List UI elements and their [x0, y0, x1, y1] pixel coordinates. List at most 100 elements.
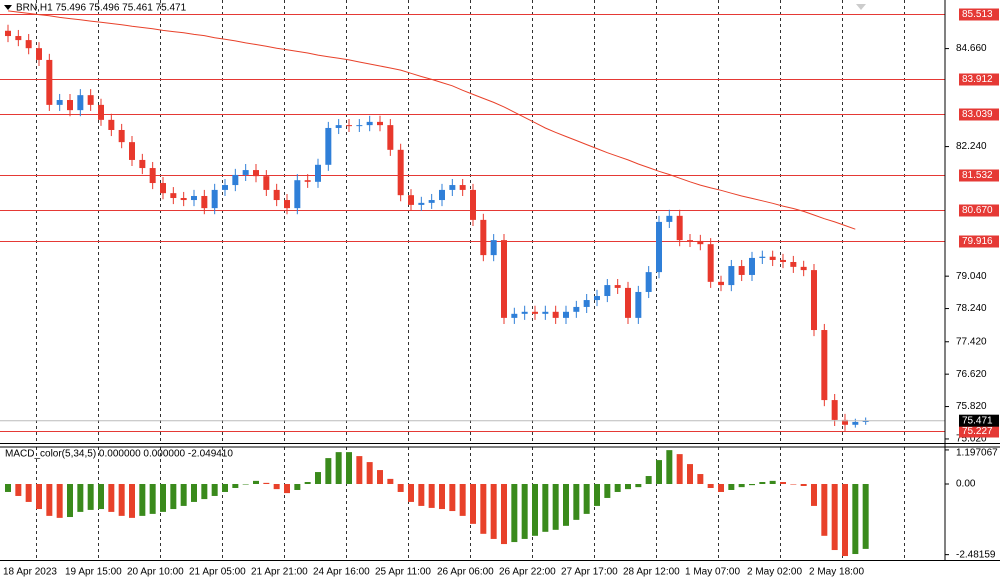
candle-body	[5, 30, 11, 37]
candle-body	[180, 198, 187, 201]
candle-body	[160, 183, 166, 194]
candle-body	[46, 59, 53, 105]
x-tick-label: 26 Apr 22:00	[499, 567, 556, 578]
macd-bar	[831, 484, 838, 551]
candle-body	[129, 142, 135, 160]
y-tick-label: 1.197067	[956, 448, 998, 459]
x-tick-label: 1 May 07:00	[685, 567, 740, 578]
macd-bar	[687, 464, 693, 485]
candle-body	[769, 256, 776, 260]
x-tick-label: 21 Apr 21:00	[251, 567, 308, 578]
macd-bar	[862, 484, 869, 549]
candle-body	[697, 240, 704, 245]
macd-bar	[294, 484, 301, 490]
macd-bar	[46, 484, 53, 516]
macd-bar	[583, 484, 590, 514]
macd-bar	[511, 484, 518, 543]
candle-body	[862, 420, 869, 422]
macd-bar	[780, 482, 786, 485]
macd-bar	[594, 484, 600, 506]
candle-body	[470, 189, 476, 220]
macd-bar	[718, 484, 724, 492]
level-label: 83.039	[962, 109, 993, 120]
candle-body	[346, 125, 352, 127]
candle-body	[583, 300, 590, 307]
candle-body	[366, 121, 373, 126]
candle-body	[852, 421, 859, 425]
macd-bar	[366, 462, 373, 485]
candle-body	[552, 311, 559, 318]
candle-body	[490, 240, 497, 256]
candle-body	[645, 272, 652, 292]
macd-bar	[604, 484, 611, 498]
candle-body	[449, 185, 456, 190]
macd-bar	[222, 484, 228, 492]
moving-average	[7, 10, 856, 230]
candle-body	[728, 266, 735, 286]
macd-bar	[25, 484, 32, 502]
macd-bar	[191, 484, 197, 502]
indicator-title: MACD_color(5,34,5) 0.000000 0.000000 -2.…	[5, 449, 233, 460]
level-label: 81.532	[962, 170, 993, 181]
candle-body	[253, 170, 259, 177]
macd-bar	[5, 484, 11, 492]
macd-bar	[118, 484, 125, 516]
candle-body	[56, 100, 63, 105]
candle-body	[139, 159, 146, 169]
macd-bar	[304, 482, 311, 485]
x-tick-label: 26 Apr 06:00	[437, 567, 494, 578]
candle-body	[821, 330, 828, 401]
candle-body	[614, 285, 621, 288]
candle-body	[15, 36, 22, 41]
macd-bar	[428, 484, 435, 508]
candle-body	[573, 306, 580, 312]
candle-body	[666, 215, 673, 222]
candle-body	[759, 256, 766, 258]
candle-body	[201, 195, 208, 209]
macd-bar	[449, 484, 456, 512]
macd-bar	[625, 484, 631, 490]
y-tick-label: 78.240	[956, 303, 987, 314]
y-tick-label: 84.660	[956, 43, 987, 54]
macd-bar	[614, 484, 621, 492]
macd-bar	[645, 476, 652, 485]
macd-bar	[242, 484, 249, 485]
x-tick-label: 24 Apr 16:00	[313, 567, 370, 578]
candle-body	[718, 281, 724, 286]
macd-bar	[211, 484, 218, 496]
macd-bar	[284, 484, 290, 494]
macd-bar	[480, 484, 487, 534]
macd-bar	[232, 484, 239, 488]
candle-body	[263, 176, 270, 190]
level-label-bg	[959, 108, 999, 121]
level-label-bg	[959, 235, 999, 248]
macd-bar	[501, 484, 507, 545]
candle-body	[521, 311, 528, 314]
candle-body	[315, 164, 321, 182]
macd-bar	[180, 484, 187, 506]
y-tick-label: 82.240	[956, 141, 987, 152]
macd-bar	[666, 450, 673, 485]
macd-bar	[852, 484, 859, 555]
macd-bar	[170, 484, 177, 510]
macd-bar	[573, 484, 580, 520]
candle-body	[222, 185, 228, 190]
candle-body	[211, 189, 218, 209]
candle-body	[325, 127, 332, 165]
candle-body	[749, 257, 755, 275]
candle-body	[635, 291, 642, 318]
macd-bar	[325, 458, 332, 485]
macd-bar	[67, 484, 73, 518]
candle-body	[563, 311, 569, 318]
candle-body	[511, 313, 518, 318]
macd-bar	[15, 484, 22, 496]
candle-body	[408, 195, 414, 205]
macd-bar	[459, 484, 466, 516]
candle-body	[707, 244, 714, 282]
macd-bar	[315, 472, 321, 485]
candle-body	[501, 240, 507, 318]
candle-body	[36, 48, 42, 60]
macd-bar	[36, 484, 42, 510]
macd-bar	[842, 484, 848, 557]
